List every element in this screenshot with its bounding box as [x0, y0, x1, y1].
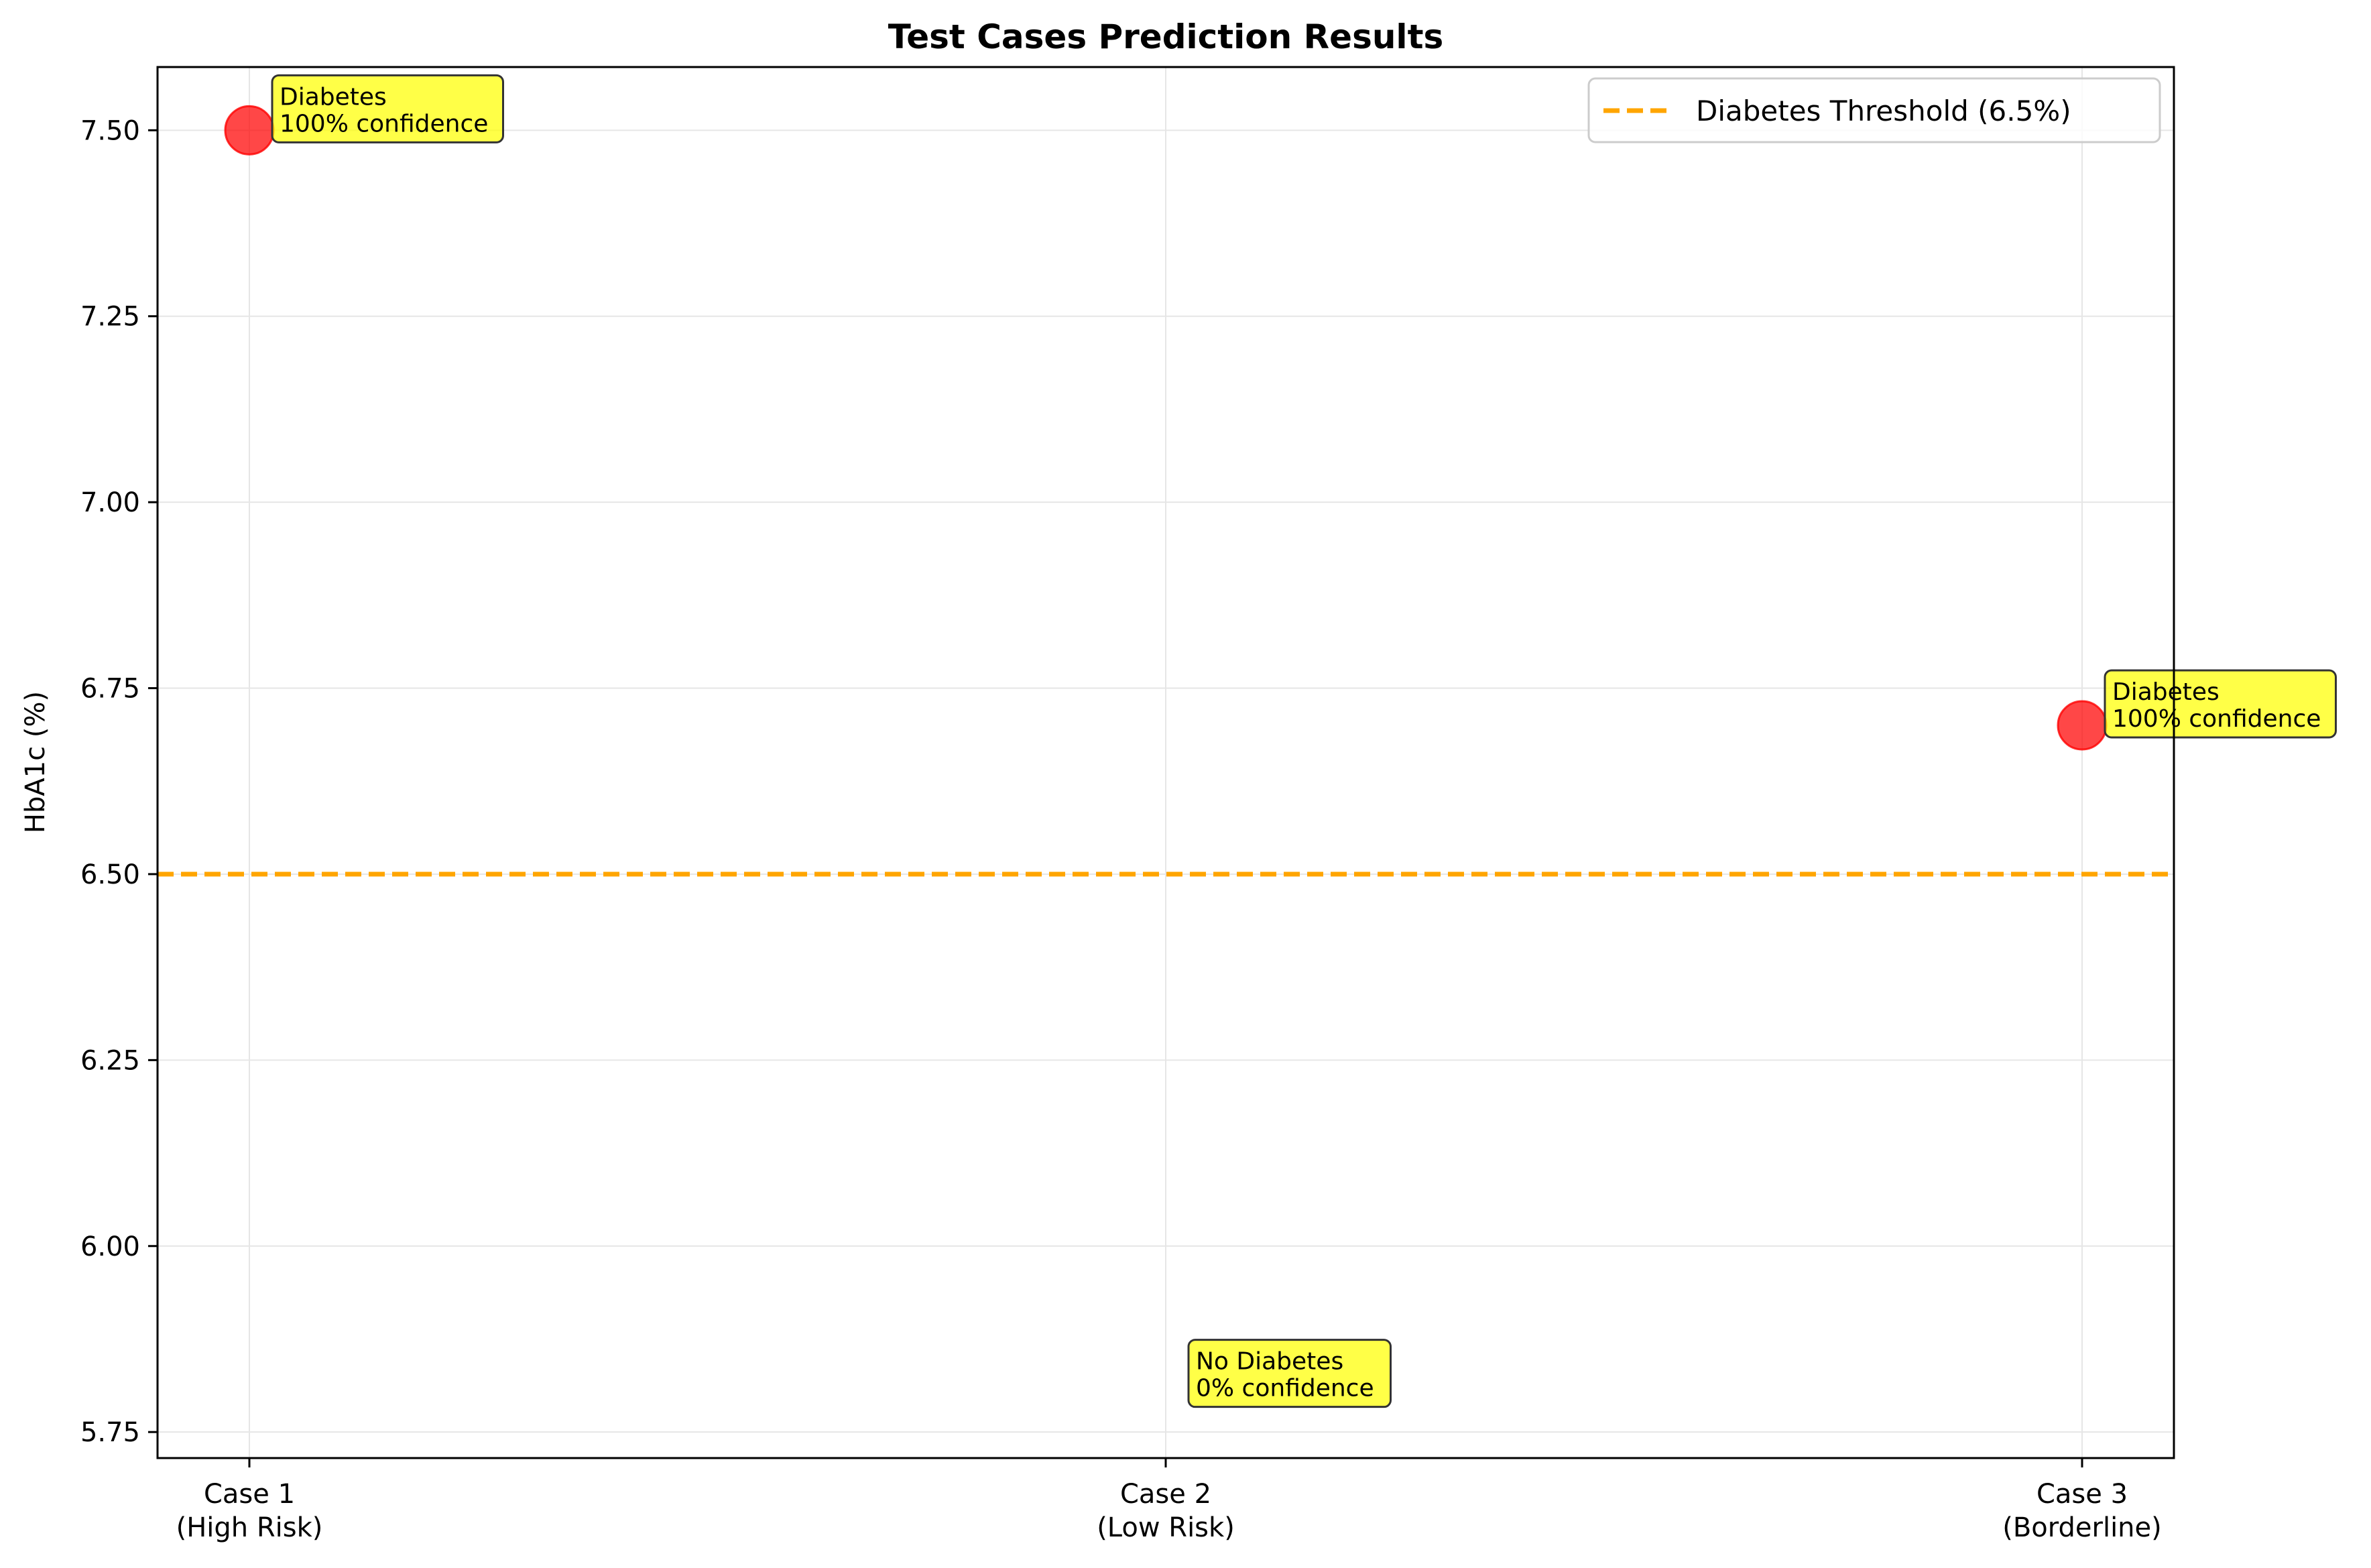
annotation-box: [271, 74, 504, 143]
y-tick-label: 6.25: [80, 1045, 140, 1076]
x-tick-label: (Low Risk): [1097, 1512, 1235, 1543]
legend-box: [1587, 77, 2161, 143]
x-tick-label: (Borderline): [2002, 1512, 2162, 1543]
y-tick-label: 7.00: [80, 487, 140, 518]
y-tick-label: 6.00: [80, 1231, 140, 1262]
x-tick-label: Case 3: [2036, 1479, 2128, 1510]
x-axis: Case 1(High Risk) Case 2(Low Risk) Case 3(…: [176, 1458, 2162, 1543]
y-tick-label: 6.75: [80, 674, 140, 705]
x-tick-label: Case 1: [204, 1479, 295, 1510]
annotation-box: [1187, 1339, 1392, 1408]
y-tick-label: 5.75: [80, 1417, 140, 1448]
data-point: [224, 105, 275, 156]
data-point: [2057, 700, 2108, 751]
legend: Diabetes Threshold (6.5%): [1587, 77, 2161, 143]
annotation-text: 0% confidence: [1196, 1375, 1374, 1402]
annotation-box: [2104, 669, 2337, 739]
x-tick-label: Case 2: [1120, 1479, 1211, 1510]
y-axis: 5.75 6.00 6.25 6.50 6.75 7.00 7.25 7.50: [80, 115, 158, 1448]
legend-label: Diabetes Threshold (6.5%): [1696, 95, 2071, 127]
annotation-text: 100% confidence: [280, 110, 488, 137]
y-tick-label: 6.50: [80, 859, 140, 890]
annotation-text: No Diabetes: [1196, 1348, 1343, 1376]
annotation-text: Diabetes: [2112, 678, 2220, 706]
annotation-text: Diabetes: [280, 83, 387, 111]
y-tick-label: 7.50: [80, 115, 140, 146]
y-tick-label: 7.25: [80, 302, 140, 333]
y-axis-label: HbA1c (%): [20, 691, 51, 833]
annotation-text: 100% confidence: [2112, 705, 2321, 733]
x-tick-label: (High Risk): [176, 1512, 323, 1543]
chart-title: Test Cases Prediction Results: [888, 17, 1443, 56]
